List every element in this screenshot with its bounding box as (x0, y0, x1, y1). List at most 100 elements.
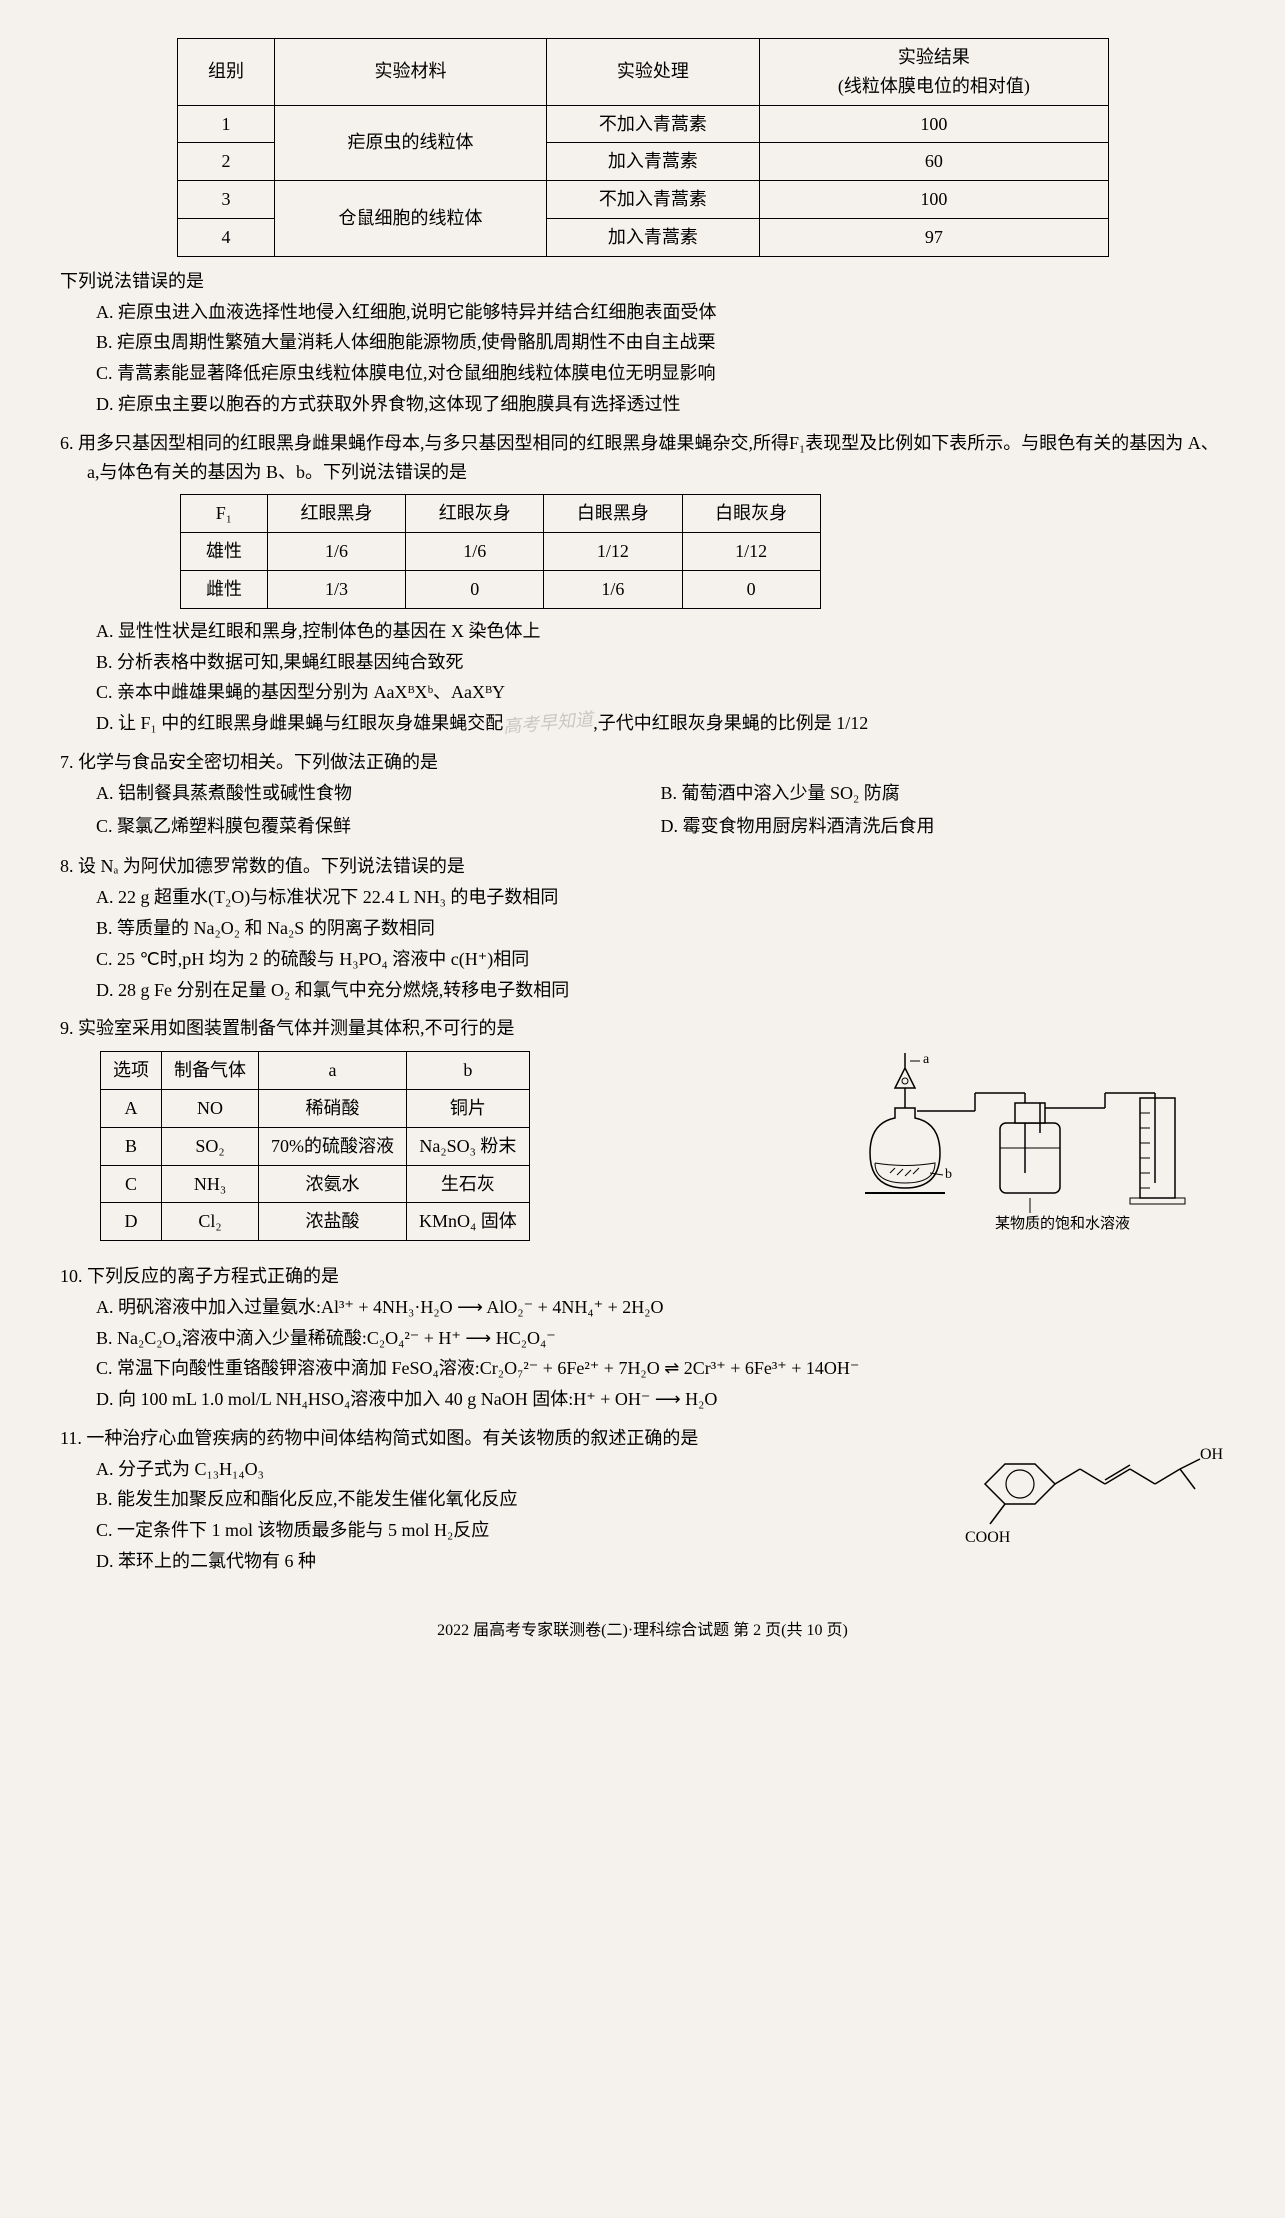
q6-optC: C. 亲本中雌雄果蝇的基因型分别为 AaXᴮXᵇ、AaXᴮY (96, 678, 1225, 707)
apparatus-figure: a b (845, 1043, 1225, 1252)
t2-r2c0: 雌性 (181, 570, 268, 608)
t3-r2c0: B (101, 1127, 162, 1165)
q10-optD: D. 向 100 mL 1.0 mol/L NH₄HSO₄溶液中加入 40 g … (96, 1385, 1225, 1414)
t1-r4c4: 97 (760, 218, 1108, 256)
t3-r4c1: Cl₂ (162, 1203, 259, 1241)
question-11: 11. 一种治疗心血管疾病的药物中间体结构简式如图。有关该物质的叙述正确的是 A… (60, 1424, 1225, 1578)
t3-r3c3: 生石灰 (407, 1165, 530, 1203)
q6-optD: D. 让 F₁ 中的红眼黑身雌果蝇与红眼灰身雄果蝇交配高考早知道,子代中红眼灰身… (96, 709, 1225, 738)
q7-optC: C. 聚氯乙烯塑料膜包覆菜肴保鲜 (96, 812, 661, 841)
t2-r1c4: 1/12 (682, 533, 820, 571)
t3-r1c0: A (101, 1089, 162, 1127)
t3-r1c1: NO (162, 1089, 259, 1127)
t3-r4c3: KMnO₄ 固体 (407, 1203, 530, 1241)
q11-optB: B. 能发生加聚反应和酯化反应,不能发生催化氧化反应 (96, 1485, 925, 1514)
label-oh: OH (1200, 1446, 1224, 1463)
t2-r1c1: 1/6 (267, 533, 405, 571)
t1-h3: 实验处理 (546, 39, 759, 106)
t2-r2c1: 1/3 (267, 570, 405, 608)
t2-r1c3: 1/12 (544, 533, 682, 571)
molecule-figure: COOH OH (945, 1424, 1225, 1573)
q5-optA: A. 疟原虫进入血液选择性地侵入红细胞,说明它能够特异并结合红细胞表面受体 (96, 298, 1225, 327)
q7-optB: B. 葡萄酒中溶入少量 SO₂ 防腐 (661, 779, 1226, 808)
q9-stem: 9. 实验室采用如图装置制备气体并测量其体积,不可行的是 (60, 1014, 1225, 1043)
q8-optB: B. 等质量的 Na₂O₂ 和 Na₂S 的阴离子数相同 (96, 914, 1225, 943)
t2-h3: 白眼黑身 (544, 495, 682, 533)
question-7: 7. 化学与食品安全密切相关。下列做法正确的是 A. 铝制餐具蒸煮酸性或碱性食物… (60, 748, 1225, 842)
t1-h2: 实验材料 (275, 39, 546, 106)
q5-optB: B. 疟原虫周期性繁殖大量消耗人体细胞能源物质,使骨骼肌周期性不由自主战栗 (96, 328, 1225, 357)
t3-r3c1: NH₃ (162, 1165, 259, 1203)
t2-h2: 红眼灰身 (406, 495, 544, 533)
watermark-text: 高考早知道 (502, 705, 594, 742)
t3-r2c3: Na₂SO₃ 粉末 (407, 1127, 530, 1165)
q11-optA: A. 分子式为 C₁₃H₁₄O₃ (96, 1455, 925, 1484)
t1-r2c3: 加入青蒿素 (546, 143, 759, 181)
t3-r1c2: 稀硝酸 (259, 1089, 407, 1127)
t2-h0: F₁ (181, 495, 268, 533)
q6-optA: A. 显性性状是红眼和黑身,控制体色的基因在 X 染色体上 (96, 617, 1225, 646)
fig-label-b: b (945, 1167, 952, 1182)
fig-label-a: a (923, 1052, 930, 1067)
t1-r3c2: 仓鼠细胞的线粒体 (275, 181, 546, 257)
table-q9: 选项 制备气体 a b A NO 稀硝酸 铜片 B SO₂ 70%的硫酸溶液 N… (100, 1051, 683, 1241)
q6-stem: 6. 用多只基因型相同的红眼黑身雌果蝇作母本,与多只基因型相同的红眼黑身雄果蝇杂… (60, 429, 1225, 487)
q10-optC: C. 常温下向酸性重铬酸钾溶液中滴加 FeSO₄溶液:Cr₂O₇²⁻ + 6Fe… (96, 1354, 1225, 1383)
q10-stem: 10. 下列反应的离子方程式正确的是 (60, 1262, 1225, 1291)
t3-r4c0: D (101, 1203, 162, 1241)
t1-r2c1: 2 (177, 143, 275, 181)
t2-h1: 红眼黑身 (267, 495, 405, 533)
label-cooh: COOH (965, 1529, 1011, 1546)
q7-stem: 7. 化学与食品安全密切相关。下列做法正确的是 (60, 748, 1225, 777)
table-q5: 组别 实验材料 实验处理 实验结果(线粒体膜电位的相对值) 1 疟原虫的线粒体 … (177, 38, 1109, 257)
t1-r3c1: 3 (177, 181, 275, 219)
question-10: 10. 下列反应的离子方程式正确的是 A. 明矾溶液中加入过量氨水:Al³⁺ +… (60, 1262, 1225, 1414)
t1-r4c3: 加入青蒿素 (546, 218, 759, 256)
question-8: 8. 设 Nₐ 为阿伏加德罗常数的值。下列说法错误的是 A. 22 g 超重水(… (60, 852, 1225, 1004)
question-9: 9. 实验室采用如图装置制备气体并测量其体积,不可行的是 选项 制备气体 a b… (60, 1014, 1225, 1252)
t2-r2c2: 0 (406, 570, 544, 608)
t1-r3c4: 100 (760, 181, 1108, 219)
t3-h1: 制备气体 (162, 1052, 259, 1090)
table-q6: F₁ 红眼黑身 红眼灰身 白眼黑身 白眼灰身 雄性 1/6 1/6 1/12 1… (180, 494, 821, 608)
q7-optA: A. 铝制餐具蒸煮酸性或碱性食物 (96, 779, 661, 808)
t1-h4: 实验结果(线粒体膜电位的相对值) (760, 39, 1108, 106)
q5-optD: D. 疟原虫主要以胞吞的方式获取外界食物,这体现了细胞膜具有选择透过性 (96, 390, 1225, 419)
q8-optC: C. 25 ℃时,pH 均为 2 的硫酸与 H₃PO₄ 溶液中 c(H⁺)相同 (96, 945, 1225, 974)
q5-stem: 下列说法错误的是 (60, 267, 1225, 296)
t1-r3c3: 不加入青蒿素 (546, 181, 759, 219)
t3-r3c0: C (101, 1165, 162, 1203)
t1-r1c3: 不加入青蒿素 (546, 105, 759, 143)
t3-r4c2: 浓盐酸 (259, 1203, 407, 1241)
t3-h3: b (407, 1052, 530, 1090)
t3-h0: 选项 (101, 1052, 162, 1090)
t3-r2c1: SO₂ (162, 1127, 259, 1165)
t1-r2c4: 60 (760, 143, 1108, 181)
page-footer: 2022 届高考专家联测卷(二)·理科综合试题 第 2 页(共 10 页) (60, 1618, 1225, 1644)
fig-caption: 某物质的饱和水溶液 (995, 1215, 1130, 1232)
t2-r2c3: 1/6 (544, 570, 682, 608)
t2-h4: 白眼灰身 (682, 495, 820, 533)
q6-optB: B. 分析表格中数据可知,果蝇红眼基因纯合致死 (96, 648, 1225, 677)
t3-h2: a (259, 1052, 407, 1090)
question-5: 下列说法错误的是 A. 疟原虫进入血液选择性地侵入红细胞,说明它能够特异并结合红… (60, 267, 1225, 419)
t2-r2c4: 0 (682, 570, 820, 608)
t1-r1c2: 疟原虫的线粒体 (275, 105, 546, 181)
q10-optA: A. 明矾溶液中加入过量氨水:Al³⁺ + 4NH₃·H₂O ⟶ AlO₂⁻ +… (96, 1293, 1225, 1322)
t3-r2c2: 70%的硫酸溶液 (259, 1127, 407, 1165)
q8-optA: A. 22 g 超重水(T₂O)与标准状况下 22.4 L NH₃ 的电子数相同 (96, 883, 1225, 912)
t2-r1c0: 雄性 (181, 533, 268, 571)
t3-r3c2: 浓氨水 (259, 1165, 407, 1203)
q11-stem: 11. 一种治疗心血管疾病的药物中间体结构简式如图。有关该物质的叙述正确的是 (60, 1424, 925, 1453)
q8-stem: 8. 设 Nₐ 为阿伏加德罗常数的值。下列说法错误的是 (60, 852, 1225, 881)
t2-r1c2: 1/6 (406, 533, 544, 571)
question-6: 6. 用多只基因型相同的红眼黑身雌果蝇作母本,与多只基因型相同的红眼黑身雄果蝇杂… (60, 429, 1225, 738)
t1-h1: 组别 (177, 39, 275, 106)
q5-optC: C. 青蒿素能显著降低疟原虫线粒体膜电位,对仓鼠细胞线粒体膜电位无明显影响 (96, 359, 1225, 388)
q7-optD: D. 霉变食物用厨房料酒清洗后食用 (661, 812, 1226, 841)
q10-optB: B. Na₂C₂O₄溶液中滴入少量稀硫酸:C₂O₄²⁻ + H⁺ ⟶ HC₂O₄… (96, 1324, 1225, 1353)
q11-optC: C. 一定条件下 1 mol 该物质最多能与 5 mol H₂反应 (96, 1516, 925, 1545)
t1-r4c1: 4 (177, 218, 275, 256)
q11-optD: D. 苯环上的二氯代物有 6 种 (96, 1547, 925, 1576)
t3-r1c3: 铜片 (407, 1089, 530, 1127)
